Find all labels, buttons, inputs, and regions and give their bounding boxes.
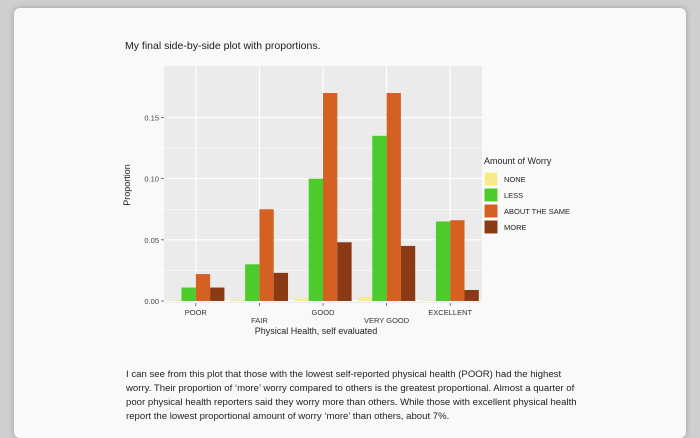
legend-key-more bbox=[483, 219, 499, 235]
bar-about-the-same-good bbox=[323, 93, 338, 301]
bar-more-good bbox=[337, 242, 352, 301]
bar-about-the-same-excellent bbox=[450, 220, 465, 301]
y-tick-label: 0.00 bbox=[144, 297, 159, 306]
legend: Amount of Worry NONE LESS ABOUT THE SAME MO… bbox=[483, 156, 570, 235]
chart: 0.00 0.05 0.10 0.15 POOR FAIR GOOD VERY GOOD EX… bbox=[122, 66, 570, 336]
y-tick-label: 0.15 bbox=[144, 113, 159, 122]
x-tick-label: VERY GOOD bbox=[364, 316, 410, 325]
bar-more-poor bbox=[210, 287, 225, 301]
x-tick-label: EXCELLENT bbox=[428, 308, 472, 317]
y-axis: 0.00 0.05 0.10 0.15 bbox=[144, 113, 164, 306]
x-axis: POOR FAIR GOOD VERY GOOD EXCELLENT bbox=[185, 303, 472, 325]
bar-none-poor bbox=[167, 300, 182, 301]
legend-key-less bbox=[483, 187, 499, 203]
bar-more-very-good bbox=[400, 245, 416, 301]
bar-none-good bbox=[294, 298, 309, 301]
bar-less-good bbox=[308, 178, 323, 301]
legend-title: Amount of Worry bbox=[484, 156, 552, 166]
body-paragraph: I can see from this plot that those with… bbox=[126, 369, 577, 422]
bar-about-the-same-very-good bbox=[386, 93, 401, 301]
y-tick-label: 0.05 bbox=[144, 236, 159, 245]
bar-about-the-same-poor bbox=[195, 274, 211, 301]
legend-key-about-the-same bbox=[483, 203, 499, 219]
x-tick-label: GOOD bbox=[312, 308, 336, 317]
bar-more-fair bbox=[273, 272, 289, 301]
bar-none-fair bbox=[230, 299, 246, 301]
bars bbox=[167, 93, 479, 301]
bar-less-very-good bbox=[372, 135, 387, 301]
document-page: My final side-by-side plot with proporti… bbox=[14, 8, 686, 438]
legend-key-none bbox=[483, 171, 499, 187]
legend-label: NONE bbox=[504, 175, 526, 184]
bar-about-the-same-fair bbox=[259, 209, 274, 301]
legend-label: MORE bbox=[504, 223, 527, 232]
x-tick-label: FAIR bbox=[251, 316, 268, 325]
y-axis-title: Proportion bbox=[122, 164, 132, 206]
bar-less-excellent bbox=[435, 221, 451, 301]
page-heading: My final side-by-side plot with proporti… bbox=[125, 40, 321, 52]
bar-less-poor bbox=[181, 287, 196, 301]
y-tick-label: 0.10 bbox=[144, 175, 159, 184]
x-axis-title: Physical Health, self evaluated bbox=[255, 326, 378, 336]
legend-label: ABOUT THE SAME bbox=[504, 207, 570, 216]
bar-none-excellent bbox=[421, 300, 436, 301]
bar-more-excellent bbox=[464, 289, 479, 301]
bar-none-very-good bbox=[357, 297, 373, 301]
legend-label: LESS bbox=[504, 191, 523, 200]
x-tick-label: POOR bbox=[185, 308, 208, 317]
bar-less-fair bbox=[245, 264, 260, 301]
